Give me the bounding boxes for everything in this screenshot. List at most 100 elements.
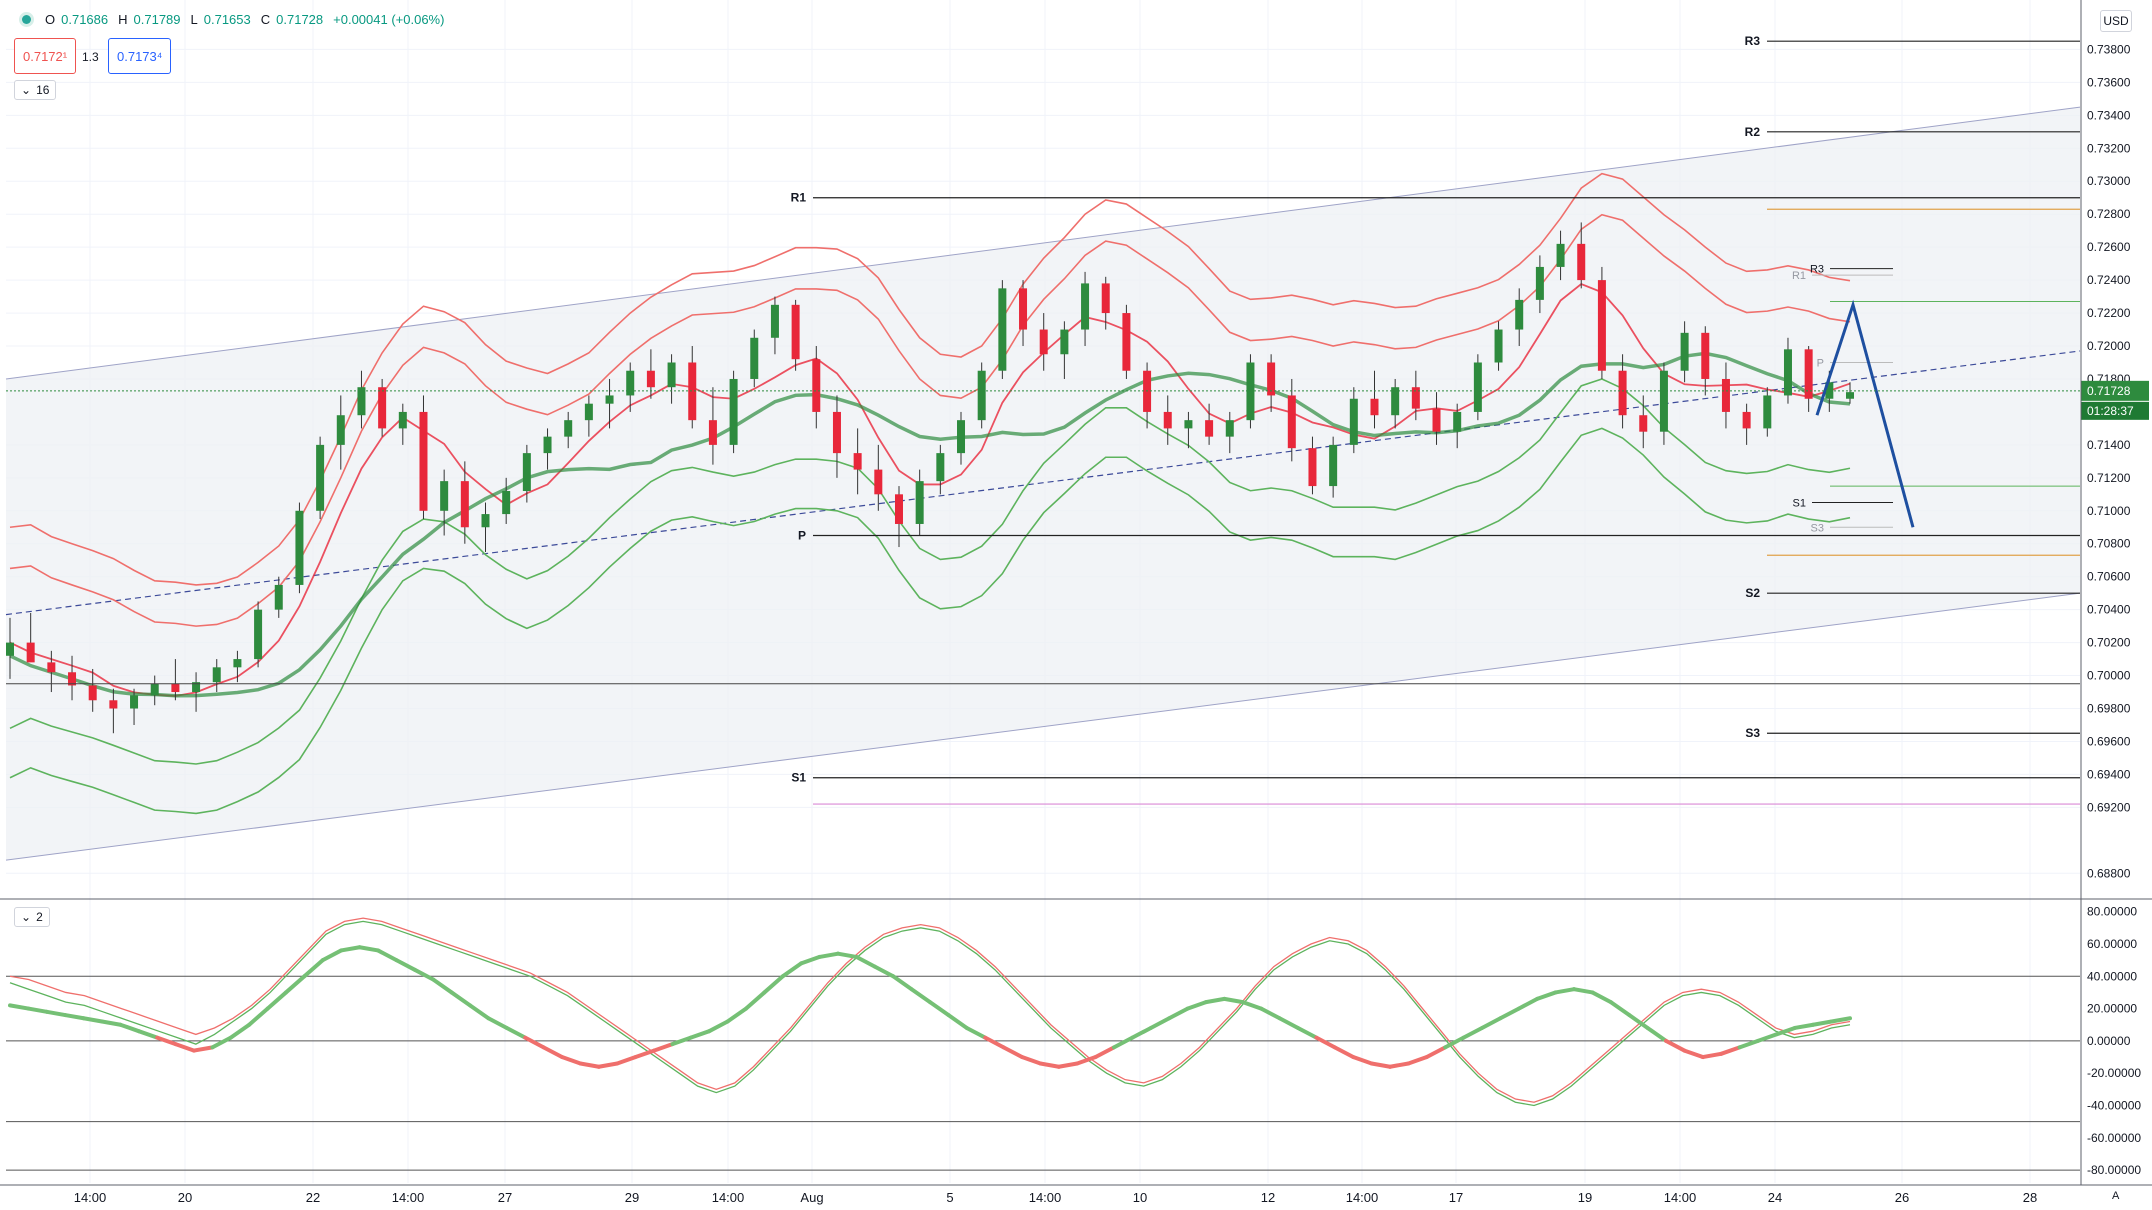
currency-button[interactable]: USD [2100,10,2132,32]
candle-body [1680,332,1689,371]
oscillator-histogram-line [1148,1016,1172,1030]
oscillator-histogram-line [265,990,288,1011]
oscillator-histogram-line [1351,1055,1374,1066]
countdown-value: 01:28:37 [2087,404,2134,418]
low-value: 0.71653 [203,12,251,27]
oscillator-histogram-line [523,1035,546,1050]
candle-body [646,370,655,388]
candle-body [357,387,366,416]
indicator-count: 16 [36,83,50,97]
oscillator-histogram-line [118,1022,141,1034]
oscillator-histogram-line [155,1035,178,1047]
candle-body [564,420,573,437]
candle-body [1701,332,1710,379]
oscillator-histogram-line [1424,1045,1448,1060]
candle-body [1453,411,1462,432]
candle-body [812,359,821,412]
oscillator-histogram-line [431,977,454,995]
price-tick-label: 0.69200 [2087,800,2131,814]
indicators-toggle-oscillator[interactable]: ⌄ 2 [14,907,50,927]
indicators-toggle-main[interactable]: ⌄ 16 [14,80,57,100]
candle-body [1556,243,1565,267]
candle-body [192,682,201,693]
candle-body [68,672,77,686]
open-value: 0.71686 [61,12,109,27]
channel-fill [6,107,2080,861]
candle-body [1742,411,1751,429]
oscillator-histogram-line [1682,1048,1705,1060]
oscillator-histogram-line [1461,1025,1484,1040]
time-tick-label: 29 [625,1190,639,1205]
auto-scale-button[interactable]: A [2112,1190,2120,1202]
time-tick-label: 26 [1895,1190,1909,1205]
oscillator-tick-label: 20.00000 [2087,1002,2137,1016]
spread-value: 1.3 [82,50,99,64]
oscillator-histogram-line [1020,1055,1043,1066]
low-label: L [190,12,198,27]
oscillator-histogram-line [376,948,399,963]
candle-body [1081,283,1090,330]
envelope-lower-outer [9,427,1851,815]
sell-button[interactable]: 0.7172¹ [14,38,77,74]
oscillator-histogram-line [1627,1013,1650,1030]
candle-body [295,510,304,585]
pivot-label-daily: R3 [1745,34,1761,48]
candle-body [957,420,966,454]
time-tick-label: 14:00 [1029,1190,1062,1205]
channel-mid-line [5,350,2081,616]
price-tick-label: 0.73600 [2087,75,2131,89]
candle-body [212,667,221,683]
oscillator-histogram-line [1608,1000,1632,1018]
time-tick-label: 12 [1261,1190,1275,1205]
price-tick-label: 0.70800 [2087,537,2131,551]
candle-body [1122,313,1131,371]
price-tick-label: 0.70000 [2087,669,2131,683]
price-tick-label: 0.71400 [2087,438,2131,452]
oscillator-histogram-line [1222,996,1245,1005]
close-label: C [260,12,271,27]
oscillator-histogram-line [946,1013,969,1030]
price-tick-label: 0.72200 [2087,306,2131,320]
oscillator-histogram-line [136,1029,160,1040]
time-tick-label: 14:00 [1664,1190,1697,1205]
oscillator-histogram-line [909,987,932,1005]
candle-body [440,481,449,511]
oscillator-histogram-line [100,1019,123,1027]
oscillator-histogram-line [320,948,344,963]
candle-body [171,683,180,693]
oscillator-histogram-line [1829,1016,1852,1024]
oscillator-histogram-line [1719,1045,1742,1056]
candle-body [1184,420,1193,429]
oscillator-histogram-line [394,958,417,972]
price-tick-label: 0.72000 [2087,339,2131,353]
oscillator-histogram-line [780,961,804,979]
buy-button[interactable]: 0.7173⁴ [108,38,172,74]
oscillator-histogram-line [192,1045,215,1053]
time-tick-label: 14:00 [712,1190,745,1205]
high-label: H [118,12,128,27]
oscillator-tick-label: 60.00000 [2087,937,2137,951]
oscillator-histogram-line [339,945,362,953]
candle-body [378,387,387,429]
pivot-label-weekly: P [798,529,806,543]
oscillator-tick-label: -20.00000 [2087,1066,2141,1080]
time-tick-label: 14:00 [74,1190,107,1205]
oscillator-histogram-line [762,974,785,995]
candle-body [1639,415,1648,432]
pivot-label-daily: R2 [1745,125,1761,139]
candle-body [522,453,531,492]
candle-body [316,444,325,511]
oscillator-histogram-line [247,1006,270,1027]
price-tick-label: 0.73200 [2087,141,2131,155]
time-tick-label: 22 [306,1190,320,1205]
oscillator-histogram-line [1369,1061,1392,1069]
candle-body [6,642,14,656]
oscillator-histogram-line [1075,1055,1098,1066]
oscillator-histogram-line [633,1048,656,1060]
candle-body [584,403,593,421]
candle-body [274,584,283,610]
candle-body [1225,420,1234,437]
candle-body [419,411,428,511]
oscillator-histogram-line [486,1016,509,1030]
